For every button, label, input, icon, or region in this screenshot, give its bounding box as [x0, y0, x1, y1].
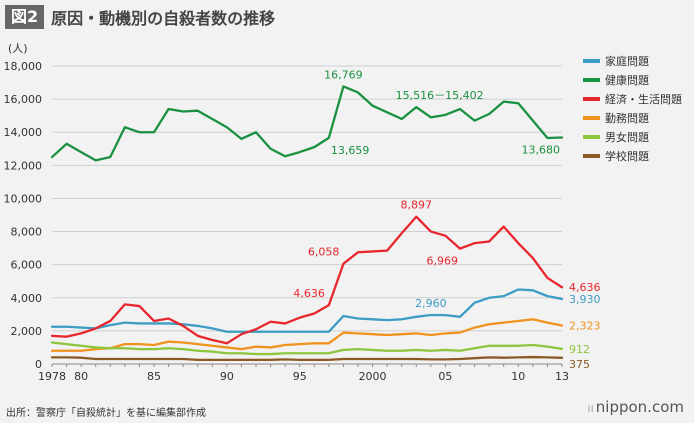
x-tick-label: 2000	[359, 370, 387, 383]
series-line	[50, 215, 564, 345]
figure-badge: 図2	[5, 5, 45, 29]
data-label: 912	[569, 343, 590, 356]
data-label: 375	[569, 358, 590, 371]
legend-label: 健康問題	[605, 73, 649, 87]
legend-label: 家庭問題	[605, 54, 649, 68]
legend-label: 学校問題	[605, 149, 649, 163]
y-tick-label: 14,000	[4, 126, 43, 139]
x-tick-label: 80	[74, 370, 88, 383]
y-tick-label: 12,000	[4, 159, 43, 172]
y-tick-label: 18,000	[4, 60, 43, 73]
x-tick-label: 13	[555, 370, 569, 383]
data-label: 4,636	[293, 287, 325, 300]
data-label: 13,659	[331, 144, 370, 157]
y-tick-label: 16,000	[4, 93, 43, 106]
legend-label: 経済・生活問題	[605, 92, 682, 106]
y-tick-label: 4,000	[11, 292, 43, 305]
x-tick-label: 05	[438, 370, 452, 383]
data-label: 2,960	[415, 297, 447, 310]
brand-dots-icon: ⁞⁞	[587, 404, 594, 415]
series-line	[50, 355, 564, 362]
data-label: 15,516－15,402	[396, 89, 484, 102]
x-tick-label: 95	[293, 370, 307, 383]
brand-logo: ⁞⁞ nippon.com	[587, 398, 684, 416]
data-label: 2,323	[569, 320, 601, 333]
data-label: 13,680	[522, 144, 561, 157]
x-tick-label: 10	[511, 370, 525, 383]
y-tick-label: 0	[35, 358, 42, 371]
source-note: 出所：警察庁「自殺統計」を基に編集部作成	[6, 408, 206, 419]
data-label: 3,930	[569, 293, 601, 306]
data-label: 16,769	[324, 68, 363, 81]
series-line	[50, 341, 564, 356]
brand-name: nippon.com	[595, 398, 684, 416]
series-line	[50, 318, 564, 352]
chart-header: 図2 原因・動機別の自殺者数の推移	[5, 4, 275, 30]
y-axis-unit: (人)	[8, 42, 28, 55]
y-tick-label: 6,000	[11, 259, 43, 272]
series-line	[50, 288, 564, 333]
chart-title: 原因・動機別の自殺者数の推移	[51, 9, 276, 28]
y-tick-label: 2,000	[11, 325, 43, 338]
data-label: 8,897	[401, 199, 433, 212]
legend-label: 勤務問題	[605, 111, 649, 125]
legend-label: 男女問題	[605, 130, 649, 144]
series-line	[50, 85, 564, 162]
x-tick-label: 90	[220, 370, 234, 383]
data-label: 6,969	[427, 255, 459, 268]
y-tick-label: 10,000	[4, 192, 43, 205]
y-tick-label: 8,000	[11, 226, 43, 239]
data-label: 6,058	[308, 246, 340, 259]
x-tick-label: 85	[147, 370, 161, 383]
x-tick-label: 1978	[38, 370, 66, 383]
data-label: 4,636	[569, 281, 601, 294]
